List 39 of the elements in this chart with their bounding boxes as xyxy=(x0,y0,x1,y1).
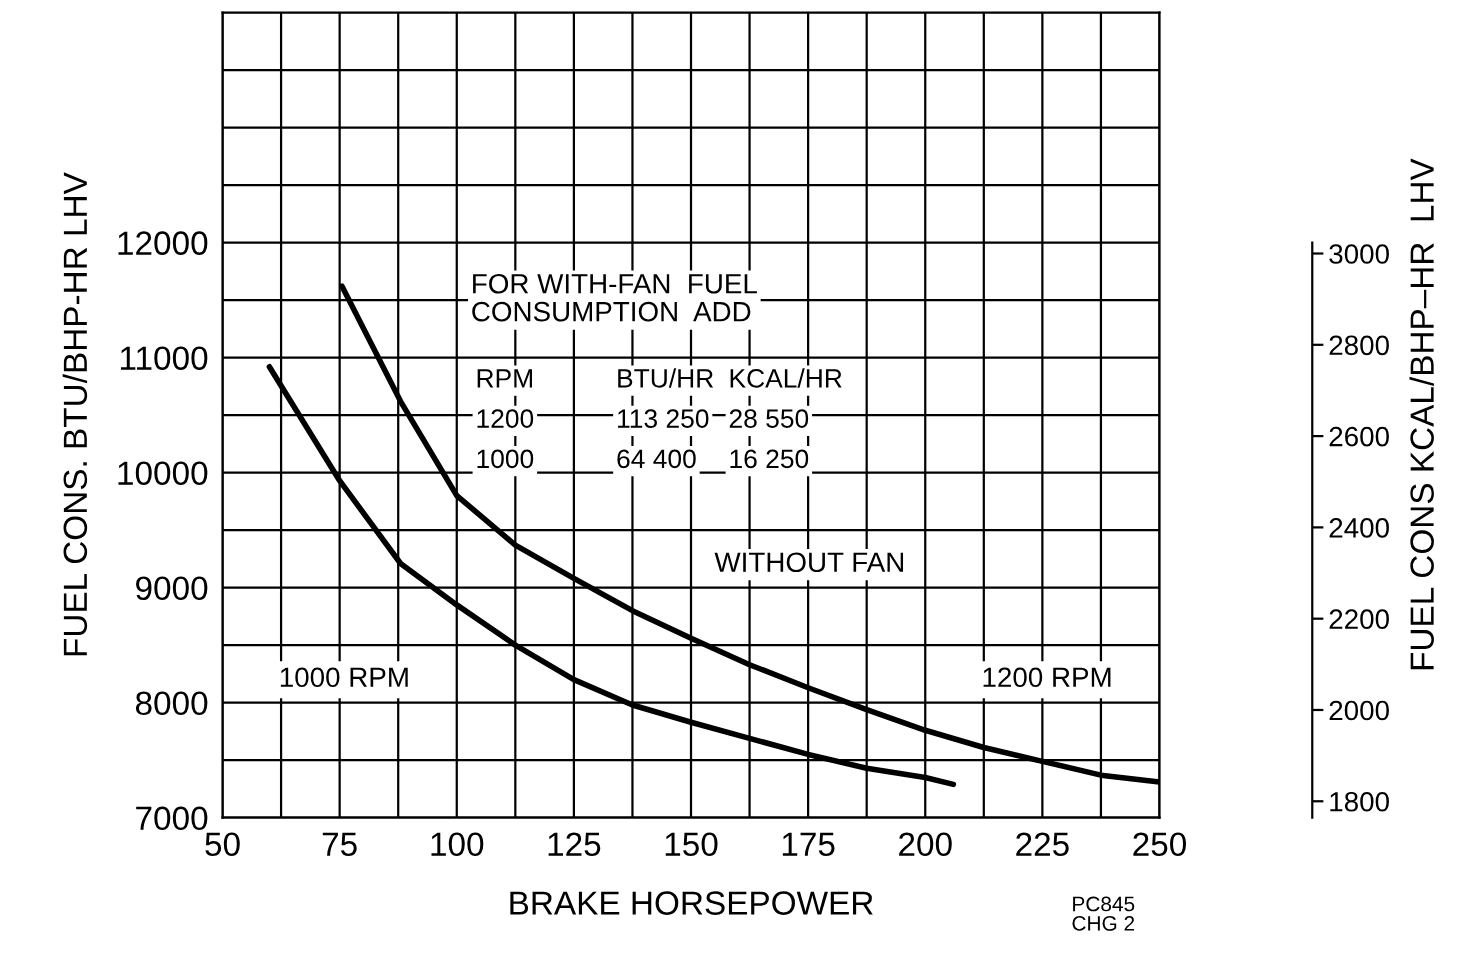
y2-tick-label: 1800 xyxy=(1330,791,1389,812)
annotation: KCAL/HR xyxy=(730,368,842,388)
x-axis-title: BRAKE HORSEPOWER xyxy=(510,891,873,915)
y-tick-label: 9000 xyxy=(136,576,208,601)
annotation: 113 250 xyxy=(618,409,709,428)
x-tick-label: 225 xyxy=(1016,832,1069,857)
y2-tick-label: 3000 xyxy=(1329,244,1389,264)
annotation: RPM xyxy=(477,369,532,388)
x-tick-label: 75 xyxy=(322,832,357,857)
y2-axis-title: FUEL CONS KCAL/BHP–HR LHV xyxy=(1409,158,1434,670)
annotation: 28 550 xyxy=(729,409,809,428)
x-tick-label: 250 xyxy=(1133,832,1186,857)
y2-tick-label: 2000 xyxy=(1329,700,1389,721)
x-tick-label: 150 xyxy=(665,832,718,857)
annotation: 1000 xyxy=(477,449,534,469)
y-tick-label: 8000 xyxy=(135,691,208,716)
annotation: 64 400 xyxy=(617,449,696,469)
y-tick-label: 10000 xyxy=(118,461,208,486)
x-tick-label: 50 xyxy=(205,832,240,857)
y2-tick-label: 2800 xyxy=(1329,335,1389,356)
y2-tick-label: 2200 xyxy=(1329,609,1389,630)
text: 1000 RPM xyxy=(280,667,408,688)
annotation: BTU/HR xyxy=(618,368,714,388)
text: 1200 RPM xyxy=(983,667,1111,688)
y2-tick-label: 2600 xyxy=(1329,426,1389,447)
x-tick-label: 100 xyxy=(431,832,484,857)
text: PC845 CHG 2 xyxy=(1072,896,1135,931)
annotation: 16 250 xyxy=(730,449,809,469)
x-tick-label: 200 xyxy=(899,832,952,857)
annotation: WITHOUT FAN xyxy=(714,552,904,573)
y-tick-label: 12000 xyxy=(118,231,208,255)
y-axis-title: FUEL CONS. BTU/BHP-HR LHV xyxy=(62,172,88,656)
annotation: 1200 xyxy=(477,409,534,428)
annotation: FOR WITH-FAN FUEL CONSUMPTION ADD xyxy=(472,273,757,322)
y2-tick-label: 2400 xyxy=(1329,518,1389,538)
x-tick-label: 175 xyxy=(782,832,835,857)
y-tick-label: 11000 xyxy=(120,346,208,370)
x-tick-label: 125 xyxy=(548,832,601,857)
y-tick-label: 7000 xyxy=(136,806,208,831)
